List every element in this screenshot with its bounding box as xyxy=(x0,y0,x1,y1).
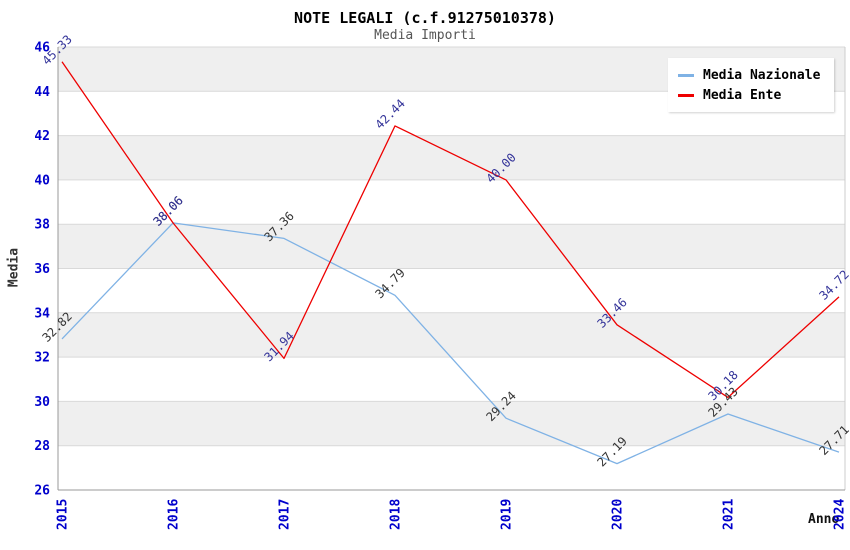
grid-band xyxy=(58,135,845,180)
data-label: 34.79 xyxy=(372,266,407,301)
legend-dash-icon xyxy=(678,93,694,97)
x-tick-label: 2021 xyxy=(722,499,737,530)
y-tick-label: 38 xyxy=(34,218,50,233)
legend-item-media-nazionale: Media Nazionale xyxy=(678,65,824,85)
grid-band xyxy=(58,224,845,269)
y-tick-label: 44 xyxy=(34,85,50,100)
series-line-media-nazionale xyxy=(61,222,840,465)
x-tick-label: 2016 xyxy=(167,499,182,530)
chart-title: NOTE LEGALI (c.f.91275010378) xyxy=(294,9,556,27)
x-tick-label: 2019 xyxy=(500,499,515,530)
series-line-media-ente xyxy=(61,61,840,399)
x-tick-label: 2020 xyxy=(611,499,626,530)
y-tick-label: 28 xyxy=(34,439,50,454)
y-tick-label: 30 xyxy=(34,395,50,410)
chart-subtitle: Media Importi xyxy=(374,28,476,43)
grid-band xyxy=(58,401,845,446)
legend: Media Nazionale Media Ente xyxy=(668,58,834,112)
y-tick-label: 34 xyxy=(34,306,50,321)
x-tick-label: 2015 xyxy=(56,499,71,530)
legend-dash-icon xyxy=(678,73,694,77)
x-tick-label: 2017 xyxy=(278,499,293,530)
legend-label: Media Ente xyxy=(703,87,782,103)
legend-item-media-ente: Media Ente xyxy=(678,85,824,105)
grid-band xyxy=(58,312,845,358)
y-tick-label: 32 xyxy=(34,351,50,366)
y-tick-label: 42 xyxy=(34,129,50,144)
x-tick-label: 2024 xyxy=(833,499,848,530)
data-label: 42.44 xyxy=(372,96,407,131)
y-tick-label: 36 xyxy=(34,262,50,277)
y-tick-label: 26 xyxy=(34,484,50,499)
x-axis-title: Anno xyxy=(808,512,840,527)
y-tick-label: 46 xyxy=(34,41,50,56)
y-tick-label: 40 xyxy=(34,173,50,188)
legend-label: Media Nazionale xyxy=(703,67,821,83)
x-tick-label: 2018 xyxy=(389,499,404,530)
